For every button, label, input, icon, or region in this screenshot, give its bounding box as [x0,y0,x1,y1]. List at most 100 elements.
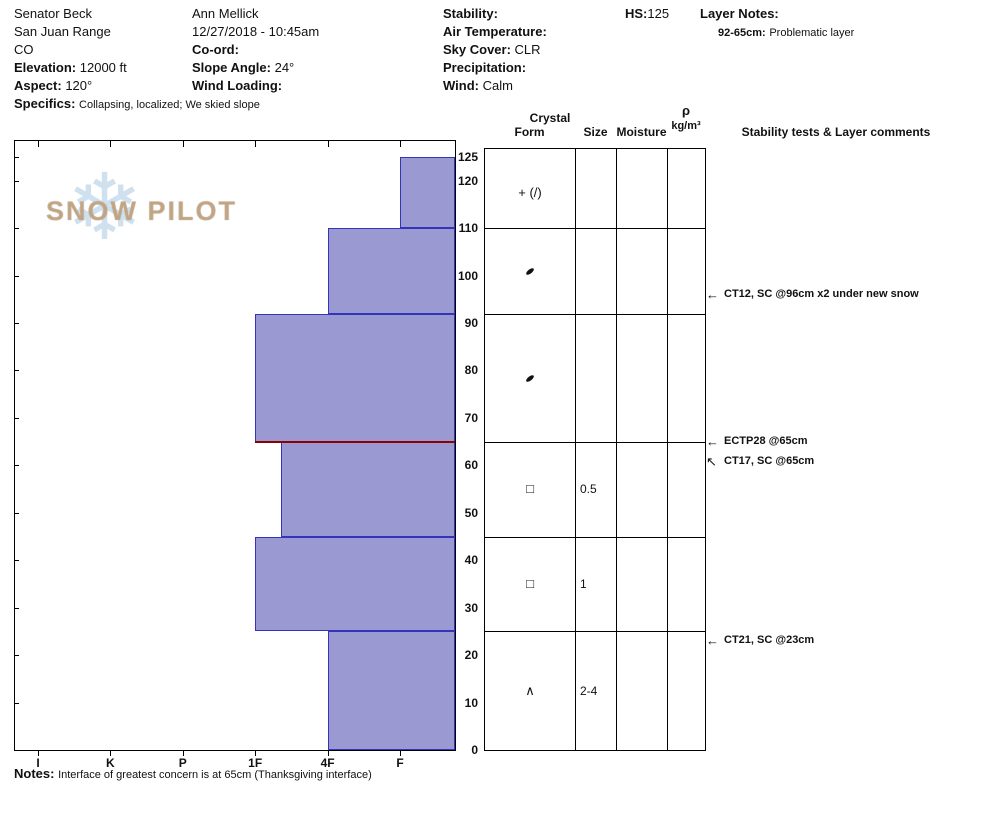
header-col-hs: HS:125 [625,5,669,23]
header-col-layer-notes: Layer Notes: 92-65cm: Problematic layer [700,5,854,41]
wind-row: Wind: Calm [443,77,547,95]
notes-row: Notes: Interface of greatest concern is … [14,766,372,781]
aspect-row: Aspect: 120° [14,77,260,95]
table-layer-boundary-line [484,536,705,538]
table-horizontal-line [484,750,705,751]
table-layer-boundary-line [484,441,705,443]
hardness-tick-top [110,141,112,147]
stability-test-annotation: CT17, SC @65cm [724,454,815,467]
crystal-form-value: □ [526,481,534,497]
wind-label: Wind: [443,78,479,93]
depth-axis-label: 100 [457,268,478,283]
table-header-form: Form [514,125,545,139]
hardness-tick-top [182,141,184,147]
depth-tick [14,180,19,182]
slope-angle-value: 24° [274,60,295,75]
table-vertical-line [667,148,668,751]
depth-axis-label: 120 [457,173,478,188]
stability-label: Stability: [443,6,498,21]
header-col-location: Senator Beck San Juan Range CO Elevation… [14,5,260,113]
df-crystal-icon [524,266,536,277]
aspect-label: Aspect: [14,78,62,93]
table-vertical-line [616,148,617,751]
slope-angle-label: Slope Angle: [192,60,271,75]
table-header-size: Size [583,125,608,139]
depth-tick [14,607,19,609]
wind-loading-label: Wind Loading: [192,78,283,93]
depth-axis-label: 60 [464,458,478,473]
hardness-layer-bar [400,157,455,229]
depth-tick [14,560,19,562]
depth-axis-label: 70 [464,410,478,425]
slope-angle-row: Slope Angle: 24° [192,59,319,77]
watermark-text: SNOW PILOT [46,196,237,226]
observer-name: Ann Mellick [192,6,259,21]
depth-tick [14,323,19,325]
table-header-crystal: Crystal [529,111,571,125]
hardness-axis-label: P [178,756,187,770]
aspect-value: 120° [65,78,93,93]
annotation-arrow-icon: ← [706,286,719,302]
elevation-value: 12000 ft [79,60,127,75]
crystal-size-value: 0.5 [580,482,597,497]
header-col-conditions: Stability: Air Temperature: Sky Cover: C… [443,5,547,95]
depth-axis-label: 90 [464,316,478,331]
depth-axis-label: 50 [464,505,478,520]
air-temperature-label: Air Temperature: [443,24,547,39]
crystal-form-value: □ [526,575,534,591]
hardness-tick-bottom [400,751,401,756]
depth-tick [14,228,19,230]
hardness-tick-top [327,141,329,147]
hardness-tick-top [38,141,39,147]
depth-axis-label: 20 [464,648,478,663]
elevation-label: Elevation: [14,60,77,75]
crystal-size-value: 2-4 [580,683,598,698]
hardness-axis-label: I [36,756,40,770]
table-layer-boundary-line [484,228,705,230]
table-vertical-line [705,148,706,751]
crystal-size-value: 1 [580,576,587,591]
stability-test-annotation: CT21, SC @23cm [724,633,815,646]
hardness-layer-bar [280,441,455,537]
notes-text: Interface of greatest concern is at 65cm… [58,769,372,781]
sky-cover-value: CLR [514,42,541,57]
hardness-tick-bottom [38,751,39,756]
annotation-arrow-icon: ↖ [706,453,717,469]
crystal-form-value: + (/) [518,184,542,200]
depth-axis-label: 110 [458,221,478,236]
hs-label: HS: [625,6,648,21]
notes-label: Notes: [14,766,55,781]
coord-label: Co-ord: [192,42,239,57]
depth-axis-label: 40 [464,553,478,568]
annotation-arrow-icon: ← [706,433,719,449]
depth-tick [14,750,19,751]
hardness-axis-label: K [106,756,115,770]
specifics-label: Specifics: [14,96,76,111]
hardness-layer-bar [327,631,455,750]
sky-cover-row: Sky Cover: CLR [443,41,547,59]
table-header-density-rho: ρ [681,103,691,118]
specifics-row: Specifics: Collapsing, localized; We ski… [14,95,260,113]
hardness-tick-bottom [327,751,329,756]
hardness-tick-top [400,141,401,147]
hardness-tick-bottom [182,751,184,756]
observation-datetime: 12/27/2018 - 10:45am [192,24,320,39]
precipitation-label: Precipitation: [443,60,527,75]
crystal-form-value: ∧ [525,682,535,698]
table-layer-boundary-line [484,313,705,315]
depth-axis-label: 0 [471,743,478,757]
snowflake-icon: ❄ [66,157,144,259]
depth-tick [14,370,19,372]
hardness-layer-bar [255,313,455,442]
depth-axis-label: 125 [457,150,478,164]
site-name: Senator Beck [14,6,93,21]
elevation-row: Elevation: 12000 ft [14,59,260,77]
layer-note-range: 92-65cm: [718,27,766,39]
wind-value: Calm [482,78,513,93]
concern-interface-line [255,440,455,443]
depth-axis-label: 30 [464,600,478,615]
table-header-density-units: kg/m³ [671,120,701,132]
depth-axis-label: 10 [464,695,478,710]
depth-tick [14,417,19,419]
